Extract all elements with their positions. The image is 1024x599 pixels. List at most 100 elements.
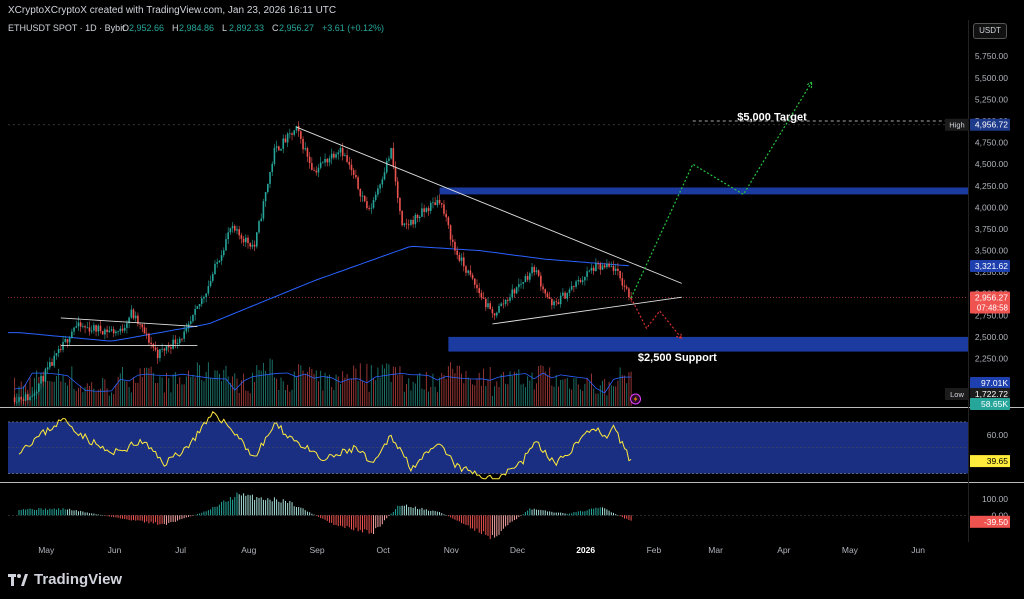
volume-bar [346,374,348,406]
volume-bar [249,393,251,406]
candle-body [64,339,67,342]
candle-body [440,203,443,205]
candle-body [592,267,595,272]
tradingview-logo[interactable]: TradingView [8,571,122,588]
volume-bar [509,371,511,406]
histogram-bar [121,515,123,519]
histogram-bar [617,515,619,516]
candle-body [90,330,93,332]
histogram-bar [256,497,258,516]
volume-bar [617,380,619,406]
volume-bar [491,395,493,406]
candle-body [282,138,285,149]
histogram-bar [346,515,348,526]
histogram-bar [566,513,568,516]
volume-bar [434,386,436,406]
volume-bar [502,371,504,406]
currency-selector[interactable]: USDT [973,23,1007,39]
volume-bar [36,370,38,406]
candle-body [568,289,571,293]
candle-body [559,295,562,305]
price-axis-tick: 3,250.00 [975,267,1008,277]
volume-bar [97,389,99,406]
volume-bar [203,381,205,406]
candle-body [16,401,18,403]
volume-bar [130,392,132,406]
histogram-bar [328,515,330,523]
candle-body [462,257,465,267]
volume-bar [388,364,390,406]
candle-body [361,195,364,197]
volume-bar [621,375,623,406]
volume-bar [82,392,84,406]
volume-bar [458,365,460,406]
volume-bar [390,382,392,406]
tradingview-logo-icon [8,573,28,586]
axis-label-box [970,388,1010,400]
volume-bar [126,381,128,406]
candle-body [163,348,166,351]
histogram-bar [626,515,628,519]
axis-label-value: 3,321.62 [975,261,1008,271]
histogram-bar [27,509,29,516]
time-axis-tick: Apr [777,545,790,555]
chart-annotation: $5,000 Target [737,112,807,124]
volume-bar [546,375,548,406]
volume-bar [386,363,388,406]
volume-bar [185,376,187,406]
volume-bar [207,362,209,406]
volume-bar [562,379,564,406]
ohlc-key: C [272,23,279,33]
volume-bar [516,372,518,406]
volume-bar [84,387,86,406]
histogram-bar [159,515,161,525]
volume-bar [53,381,55,406]
volume-bar [412,381,414,406]
volume-bar [511,375,513,406]
candle-body [185,328,188,332]
histogram-bar [370,515,372,534]
histogram-bar [410,507,412,516]
candle-body [112,329,115,334]
symbol-label: ETHUSDT SPOT · 1D · Bybit [8,23,125,33]
candle-body [443,204,445,214]
candle-body [511,289,514,298]
volume-bar [476,379,478,406]
axis-label-value: 4,956.72 [975,120,1008,130]
trendline [492,296,682,325]
candle-body [181,338,183,340]
histogram-bar [571,513,573,516]
volume-bar [177,383,178,406]
volume-bar [20,381,22,406]
histogram-bar [518,515,520,518]
histogram-bar [467,515,469,526]
volume-bar [240,380,242,406]
candle-body [432,202,434,204]
histogram-bar [238,494,240,516]
volume-bar [159,376,161,406]
histogram-bar [355,515,357,528]
histogram-bar [130,515,132,521]
candle-body [628,288,630,298]
candle-body [280,148,282,151]
volume-bar [377,367,379,406]
bearish-projection [630,297,683,339]
histogram-bar [106,515,108,517]
histogram-bar [544,510,546,516]
histogram-bar [110,515,112,517]
candle-body [566,292,569,299]
volume-bar [284,390,286,406]
histogram-bar [496,515,498,537]
candle-body [425,208,428,212]
candle-body [381,179,384,185]
volume-bar [364,383,366,406]
histogram-bar [58,508,60,516]
histogram-bar [549,511,551,516]
volume-bar [128,386,130,406]
volume-bar [551,385,553,406]
candle-body [449,225,452,240]
histogram-bar [262,499,264,516]
histogram-bar [320,515,322,519]
